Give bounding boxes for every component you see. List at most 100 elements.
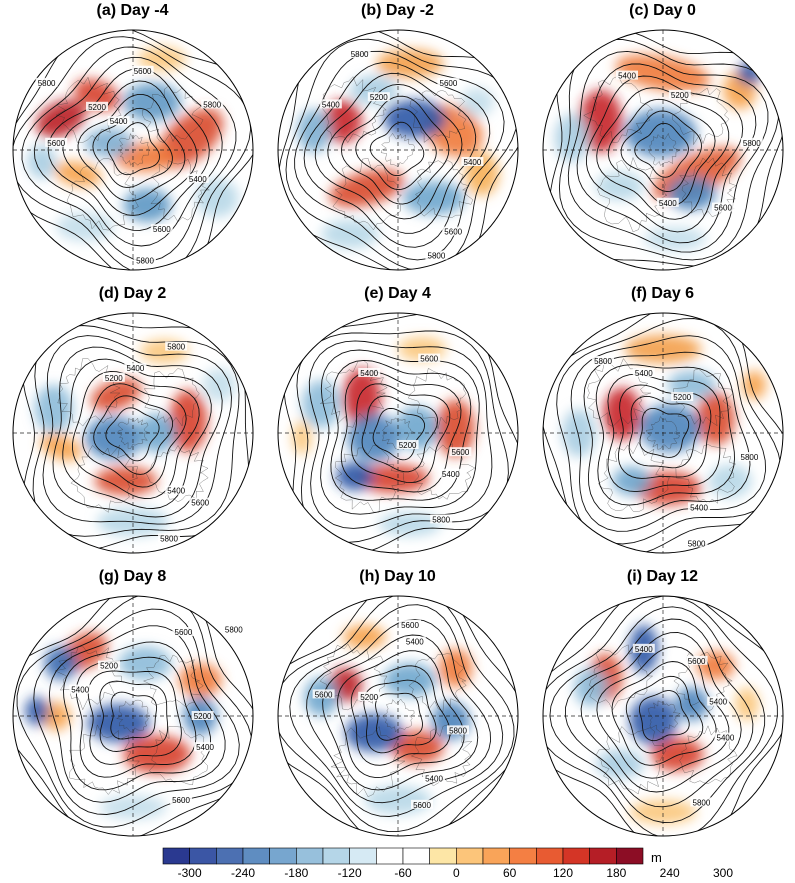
anomaly-shading [34, 385, 73, 433]
panel-title: (i) Day 12 [626, 568, 699, 585]
coastline [382, 698, 415, 733]
anomaly-shading [169, 389, 208, 453]
contour-label: 5600 [134, 67, 152, 76]
height-contour [42, 335, 232, 525]
anomaly-shading [595, 749, 644, 779]
anomaly-shading [438, 648, 473, 688]
coastline [70, 444, 139, 513]
map-border [542, 595, 784, 837]
anomaly-shading [90, 378, 142, 411]
coastline [332, 157, 402, 231]
height-contour [596, 87, 730, 220]
panel-title: (g) Day 8 [98, 568, 167, 585]
panel-title: (f) Day 6 [630, 285, 695, 302]
colorbar-tick-label: 180 [606, 866, 627, 880]
contour-label: 5400 [717, 734, 735, 743]
colorbar-segment [589, 847, 617, 865]
anomaly-shading [624, 109, 697, 158]
polar-map: 5800 5600 5400 5200 5200 5400 5600 [12, 595, 254, 837]
height-contour [278, 596, 515, 833]
contour-label: 5400 [360, 369, 378, 378]
colorbar-tick-label: -180 [284, 866, 309, 880]
anomaly-shading [629, 696, 678, 745]
coastline [645, 415, 680, 450]
anomaly-shading [25, 696, 49, 726]
contour-label: 5600 [153, 225, 171, 234]
map-border [277, 312, 519, 554]
coastline [675, 444, 737, 505]
anomaly-shading [342, 368, 382, 426]
coastline [595, 726, 667, 795]
map-panel: 5400 5600 5400 5400 5800 (i) Day 12 [530, 566, 795, 849]
colorbar-tick-label: -60 [394, 866, 412, 880]
contour-label: 5600 [420, 355, 438, 364]
coastline [142, 654, 204, 708]
coastline [115, 699, 149, 733]
anomaly-shading [612, 466, 651, 496]
contour-label: 5800 [449, 726, 467, 735]
colorbar-segment [296, 847, 324, 865]
anomaly-shading [436, 399, 475, 457]
colorbar-segment [536, 847, 564, 865]
anomaly-shading [574, 668, 608, 707]
contour-label: 5800 [225, 626, 243, 635]
map-panel: 5400 5200 5800 5600 5400 (c) Day 0 [530, 0, 795, 283]
anomaly-shading [94, 466, 157, 496]
contour-label: 5200 [194, 712, 212, 721]
contour-label: 5600 [452, 448, 470, 457]
contour-label: 5400 [659, 199, 677, 208]
height-contour [99, 680, 169, 752]
contour-label: 5200 [88, 103, 106, 112]
map-panel: 5800 5400 5200 5400 5800 5800 (f) Day 6 [530, 283, 795, 566]
polar-map: 5600 5400 5600 5200 5800 5400 5600 [277, 595, 519, 837]
coastline [330, 725, 406, 798]
height-contour [322, 634, 479, 791]
coastline [648, 132, 681, 166]
map-border [277, 595, 519, 837]
contour-label: 5800 [688, 539, 706, 548]
anomaly-shading [460, 87, 494, 117]
colorbar-segment [162, 847, 190, 865]
polar-map: 5400 5200 5800 5600 5400 [542, 29, 784, 271]
anomaly-shading [118, 646, 172, 680]
anomaly-shading [742, 370, 767, 400]
height-contour [543, 596, 778, 836]
contour-label: 5800 [743, 139, 761, 148]
height-contour [289, 604, 504, 817]
colorbar-segment [349, 847, 377, 865]
colorbar-segment [429, 847, 457, 865]
anomaly-shading [643, 226, 707, 251]
coastline [380, 132, 416, 168]
colorbar-segment [269, 847, 297, 865]
polar-map: 5800 5600 5200 5400 5800 5600 5400 5600 5800 [12, 29, 254, 271]
contour-label: 5400 [618, 72, 636, 81]
contour-label: 5600 [688, 657, 706, 666]
contour-label: 5600 [440, 79, 458, 88]
polar-map: 5400 5600 5400 5400 5800 [542, 595, 784, 837]
height-contour [52, 346, 223, 518]
contour-label: 5200 [370, 93, 388, 102]
panel-title: (b) Day -2 [361, 2, 434, 19]
contour-label: 5200 [673, 393, 691, 402]
height-contour [595, 364, 735, 506]
coastline [409, 90, 467, 143]
colorbar-segment [242, 847, 270, 865]
map-panel: 5600 5400 5200 5400 5600 5800 (e) Day 4 [265, 283, 530, 566]
height-contour [350, 665, 451, 766]
contour-label: 5800 [167, 343, 185, 352]
contour-label: 5800 [351, 50, 369, 59]
map-panel: 5800 5600 5200 5400 5800 5600 5400 5600 5800 (a) … [0, 0, 265, 283]
contour-label: 5400 [442, 470, 460, 479]
map-border [542, 312, 784, 554]
height-contour [372, 407, 426, 461]
colorbar-tick-label: 300 [712, 866, 734, 880]
coastline [54, 646, 122, 711]
contour-label: 5200 [399, 441, 417, 450]
coastline [648, 700, 681, 734]
anomaly-shading [347, 413, 401, 462]
panel-title: (a) Day -4 [96, 2, 169, 19]
contour-label: 5800 [432, 515, 450, 524]
coastline [57, 358, 121, 427]
colorbar-segment [509, 847, 537, 865]
anomaly-shading [36, 99, 86, 138]
